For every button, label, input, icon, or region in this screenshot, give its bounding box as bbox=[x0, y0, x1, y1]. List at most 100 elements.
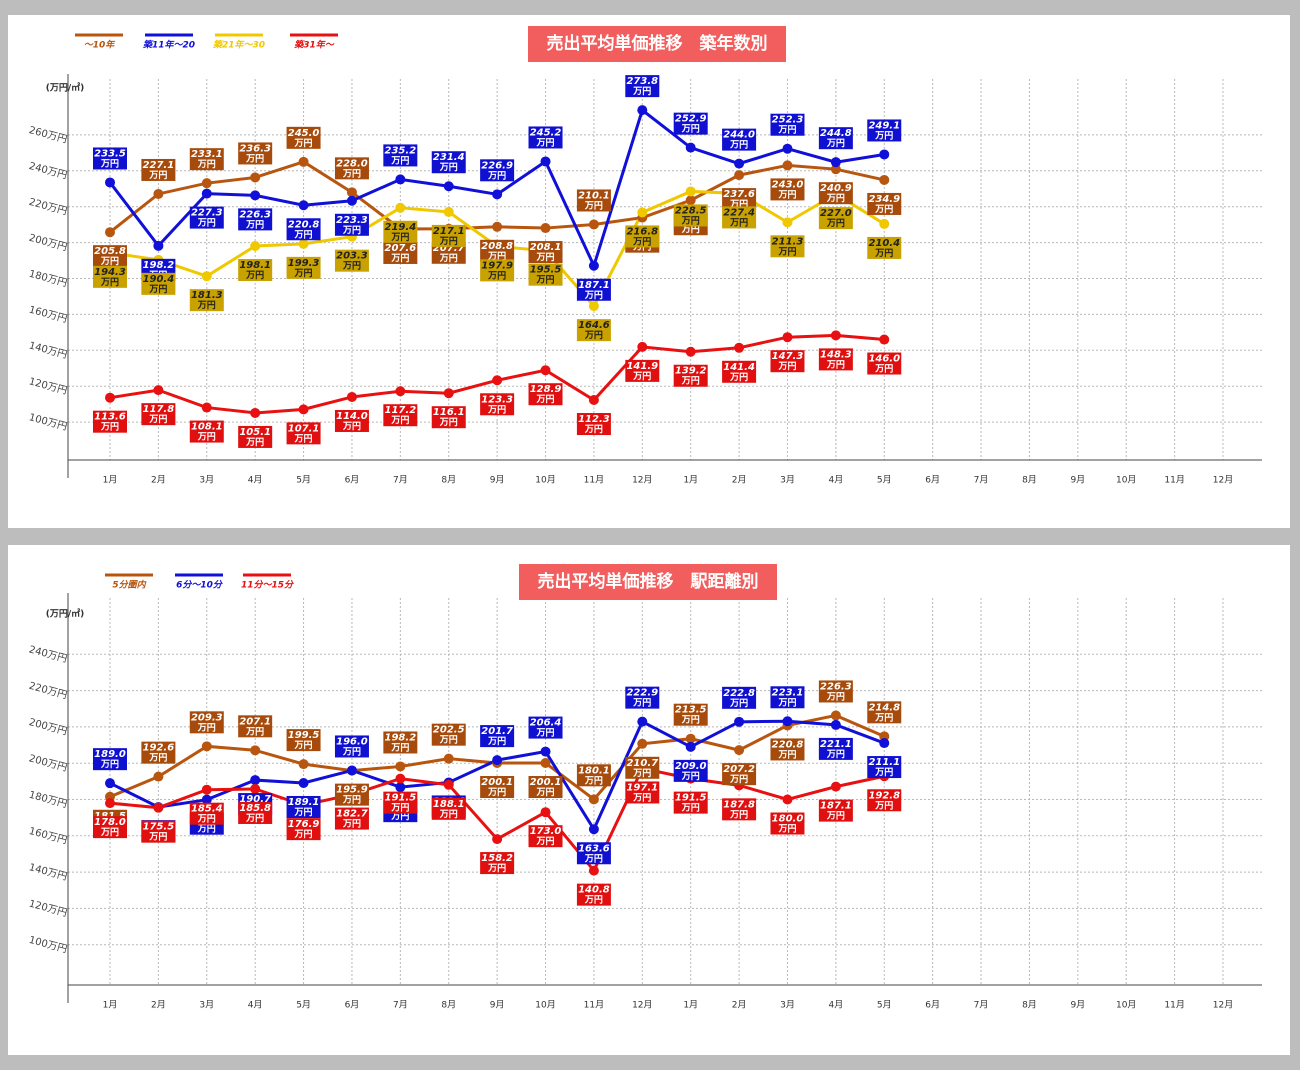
label-box bbox=[867, 789, 902, 812]
label-box bbox=[93, 245, 127, 268]
label-box bbox=[625, 75, 660, 98]
data-point bbox=[734, 745, 745, 756]
data-label-unit: 万円 bbox=[390, 803, 409, 814]
data-label-unit: 万円 bbox=[874, 204, 893, 215]
data-label: 141.9 bbox=[626, 361, 658, 372]
data-label: 191.5 bbox=[385, 793, 417, 804]
data-label-unit: 万円 bbox=[487, 270, 506, 281]
label-box bbox=[286, 729, 321, 752]
label-box bbox=[480, 159, 515, 182]
label-box bbox=[141, 158, 176, 181]
data-point bbox=[250, 190, 261, 201]
data-point bbox=[201, 271, 212, 282]
data-point bbox=[685, 733, 696, 744]
data-label-unit: 万円 bbox=[245, 726, 264, 737]
legend-label: 築31年～ bbox=[294, 40, 335, 51]
data-label-unit: 万円 bbox=[342, 795, 361, 806]
data-label-unit: 万円 bbox=[487, 736, 506, 747]
data-point bbox=[588, 824, 599, 835]
x-tick-label: 7月 bbox=[974, 475, 989, 486]
data-label-unit: 万円 bbox=[729, 140, 748, 151]
data-label-unit: 万円 bbox=[390, 253, 409, 264]
x-tick-label: 4月 bbox=[829, 475, 844, 486]
data-point bbox=[105, 177, 115, 188]
data-label-unit: 万円 bbox=[342, 746, 361, 757]
data-label-unit: 万円 bbox=[729, 809, 748, 820]
data-label: 252.3 bbox=[772, 115, 804, 126]
x-tick-label: 8月 bbox=[441, 475, 456, 486]
data-label: 180.0 bbox=[772, 814, 804, 825]
data-point bbox=[298, 759, 309, 770]
data-point bbox=[588, 219, 599, 230]
label-box bbox=[286, 795, 321, 818]
x-tick-label: 11月 bbox=[584, 1000, 604, 1011]
data-label-unit: 万円 bbox=[439, 162, 458, 173]
data-label-unit: 万円 bbox=[632, 792, 651, 803]
label-box bbox=[770, 738, 805, 761]
data-point bbox=[879, 738, 890, 749]
data-label-unit: 万円 bbox=[826, 138, 845, 149]
label-box bbox=[625, 686, 660, 709]
chart-title: 売出平均単価推移 築年数別 bbox=[547, 33, 768, 54]
data-point bbox=[540, 746, 551, 757]
data-label-unit: 万円 bbox=[632, 86, 651, 97]
data-label: 117.8 bbox=[143, 404, 175, 415]
data-label: 197.1 bbox=[626, 782, 658, 793]
label-box bbox=[334, 735, 369, 758]
data-label-unit: 万円 bbox=[100, 158, 119, 169]
label-box bbox=[286, 422, 321, 445]
data-label: 227.4 bbox=[723, 207, 755, 218]
data-point bbox=[637, 341, 648, 352]
data-label: 199.3 bbox=[288, 258, 320, 269]
x-tick-label: 5月 bbox=[877, 1000, 892, 1011]
data-point bbox=[782, 794, 793, 805]
label-box bbox=[722, 128, 757, 151]
data-point bbox=[201, 188, 212, 199]
data-label: 148.3 bbox=[820, 349, 852, 360]
data-point bbox=[540, 807, 551, 818]
data-label: 211.3 bbox=[772, 236, 804, 247]
data-point bbox=[879, 149, 890, 160]
label-box bbox=[480, 393, 515, 416]
data-label-unit: 万円 bbox=[874, 712, 893, 723]
label-box bbox=[625, 756, 660, 779]
label-box bbox=[189, 802, 224, 825]
data-label: 180.1 bbox=[578, 765, 610, 776]
data-label-unit: 万円 bbox=[100, 759, 119, 770]
data-label: 107.1 bbox=[288, 423, 320, 434]
data-label-unit: 万円 bbox=[632, 371, 651, 382]
x-tick-label: 3月 bbox=[199, 475, 214, 486]
label-box bbox=[673, 791, 708, 814]
label-box bbox=[867, 192, 902, 215]
x-tick-label: 3月 bbox=[780, 475, 795, 486]
data-label: 210.7 bbox=[626, 758, 658, 769]
data-point bbox=[298, 404, 309, 415]
x-tick-label: 2月 bbox=[151, 475, 166, 486]
data-label: 207.6 bbox=[385, 243, 417, 254]
data-label: 214.8 bbox=[868, 702, 900, 713]
data-label-unit: 万円 bbox=[874, 800, 893, 811]
data-point bbox=[298, 200, 309, 211]
label-box bbox=[625, 359, 660, 382]
data-point bbox=[443, 779, 454, 790]
label-box bbox=[431, 406, 466, 429]
data-label: 108.1 bbox=[191, 422, 223, 433]
label-box bbox=[818, 207, 853, 230]
data-point bbox=[540, 758, 551, 769]
data-label-unit: 万円 bbox=[197, 300, 216, 311]
data-label: 140.8 bbox=[578, 885, 610, 896]
data-label-unit: 万円 bbox=[777, 361, 796, 372]
data-point bbox=[637, 207, 648, 218]
data-label: 206.4 bbox=[530, 718, 562, 729]
label-box bbox=[576, 278, 611, 301]
label-box bbox=[818, 799, 853, 822]
label-box bbox=[673, 759, 708, 782]
data-label: 147.3 bbox=[772, 351, 804, 362]
label-box bbox=[334, 249, 369, 272]
data-label: 220.8 bbox=[288, 219, 320, 230]
x-tick-label: 10月 bbox=[1116, 1000, 1136, 1011]
label-box bbox=[528, 776, 563, 799]
data-label: 209.3 bbox=[191, 712, 223, 723]
data-label: 200.1 bbox=[530, 777, 562, 788]
data-point bbox=[250, 775, 261, 786]
